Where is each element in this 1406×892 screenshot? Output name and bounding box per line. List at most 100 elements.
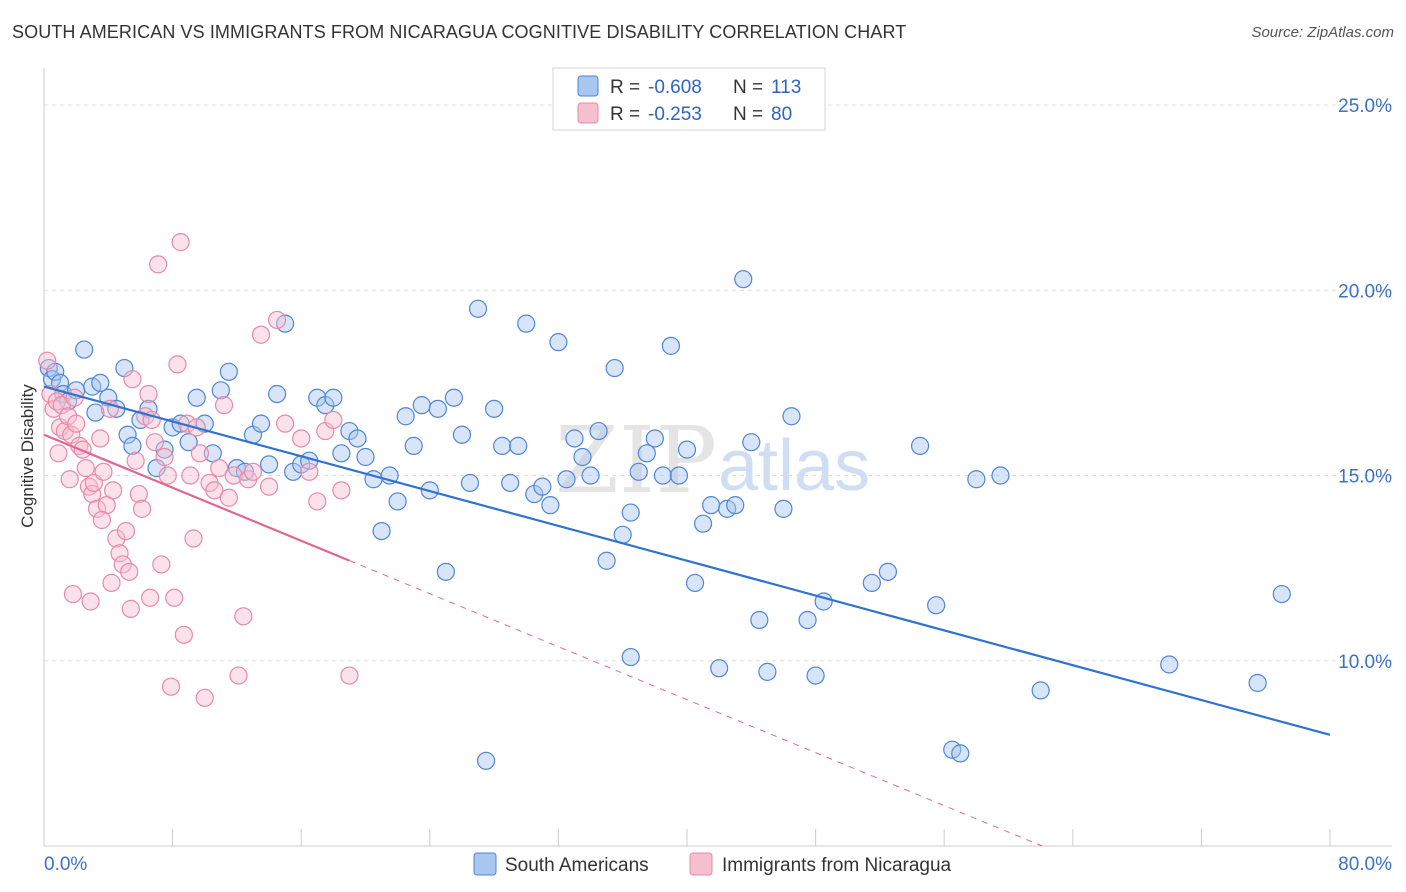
point-nicaragua [120, 562, 139, 581]
point-nicaragua [67, 414, 86, 433]
point-south-american [1031, 681, 1050, 700]
point-south-american [605, 358, 624, 378]
point-south-american [1272, 584, 1291, 604]
legend-r-label-2: R = [610, 104, 640, 125]
point-south-american [219, 362, 238, 381]
point-nicaragua [161, 677, 181, 696]
point-south-american [629, 462, 648, 481]
point-south-american [573, 447, 592, 467]
point-nicaragua [60, 470, 79, 489]
point-nicaragua [81, 592, 100, 611]
point-south-american [991, 466, 1010, 485]
point-nicaragua [132, 499, 152, 518]
y-tick-label: 15.0% [1338, 467, 1392, 488]
point-nicaragua [49, 444, 68, 463]
point-south-american [428, 399, 447, 418]
point-south-american [533, 477, 552, 496]
y-tick-labels: 10.0% 15.0% 20.0% 25.0% [1338, 96, 1392, 673]
point-nicaragua [205, 481, 224, 500]
point-south-american [702, 496, 721, 515]
series-legend: South Americans Immigrants from Nicaragu… [473, 852, 952, 876]
point-nicaragua [149, 255, 168, 274]
point-south-american [485, 399, 504, 418]
point-nicaragua [165, 588, 184, 607]
point-nicaragua [139, 384, 158, 404]
stats-legend: R = -0.608 N = 113 R = -0.253 N = 80 [552, 67, 826, 131]
point-south-american [372, 521, 391, 541]
point-south-american [549, 333, 568, 352]
legend-n-label-2: N = [733, 104, 763, 125]
x-minor-ticks [172, 829, 1331, 846]
point-south-american [774, 499, 793, 518]
y-tick-label: 25.0% [1338, 96, 1392, 117]
bottom-legend-south-americans: South Americans [505, 855, 649, 876]
point-south-american [436, 562, 455, 581]
point-nicaragua [38, 351, 57, 370]
point-nicaragua [116, 521, 136, 541]
x-tick-label-min: 0.0% [44, 854, 87, 875]
trend-layer [43, 385, 1331, 847]
point-south-american [75, 340, 94, 359]
point-south-american [493, 436, 512, 455]
point-south-american [621, 503, 640, 522]
point-nicaragua [210, 459, 229, 478]
point-nicaragua [181, 466, 200, 485]
point-nicaragua [229, 666, 248, 685]
point-nicaragua [102, 573, 121, 593]
point-south-american [251, 414, 271, 433]
point-nicaragua [158, 466, 177, 485]
point-south-american [267, 384, 287, 404]
point-south-american [661, 336, 681, 355]
point-nicaragua [243, 462, 263, 481]
legend-n-value-2: 80 [771, 104, 792, 125]
point-nicaragua [63, 584, 83, 604]
point-nicaragua [168, 355, 187, 374]
point-south-american [597, 551, 616, 570]
x-tick-label-max: 80.0% [1338, 854, 1392, 875]
legend-n-label-1: N = [733, 77, 763, 98]
point-nicaragua [276, 414, 295, 433]
point-nicaragua [195, 688, 214, 707]
point-south-american [685, 573, 705, 593]
chart-title: SOUTH AMERICAN VS IMMIGRANTS FROM NICARA… [12, 22, 907, 42]
y-tick-label: 20.0% [1338, 281, 1392, 302]
point-south-american [581, 466, 600, 485]
point-south-american [356, 447, 375, 467]
point-south-american [179, 433, 198, 452]
source-credit: Source: ZipAtlas.com [1251, 24, 1394, 41]
point-south-american [645, 429, 664, 448]
point-nicaragua [107, 529, 126, 548]
point-nicaragua [267, 310, 287, 330]
point-nicaragua [324, 410, 343, 430]
point-nicaragua [259, 477, 279, 496]
point-nicaragua [104, 481, 123, 500]
points-layer [38, 233, 1291, 770]
point-south-american [460, 473, 480, 493]
point-south-american [452, 425, 472, 444]
point-south-american [91, 373, 110, 393]
point-nicaragua [113, 555, 132, 574]
point-south-american [734, 270, 753, 289]
point-south-american [782, 407, 801, 426]
point-south-american [910, 436, 930, 455]
point-south-american [637, 444, 656, 463]
legend-r-value-2: -0.253 [648, 104, 702, 125]
point-south-american [118, 425, 137, 444]
point-nicaragua [65, 388, 84, 407]
trend-line-nicaragua [43, 433, 350, 562]
point-nicaragua [171, 233, 190, 252]
watermark-zip: ZIP [555, 407, 717, 514]
point-south-american [1160, 655, 1179, 674]
point-south-american [927, 596, 946, 615]
point-nicaragua [92, 510, 111, 530]
point-south-american [862, 573, 881, 593]
point-nicaragua [76, 459, 95, 478]
point-south-american [693, 514, 713, 533]
point-nicaragua [340, 666, 359, 685]
point-south-american [468, 299, 488, 318]
point-south-american [155, 440, 174, 459]
point-nicaragua [214, 396, 234, 415]
point-nicaragua [332, 481, 351, 500]
point-nicaragua [140, 588, 160, 607]
point-south-american [758, 662, 777, 681]
